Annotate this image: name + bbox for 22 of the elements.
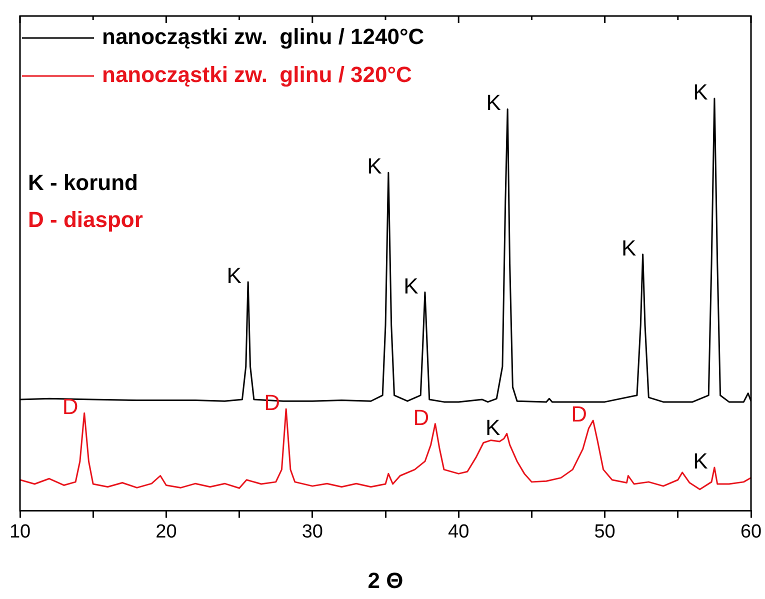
x-tick-label: 10 [9, 521, 31, 542]
annotation: K [226, 263, 242, 288]
x-axis-title: 2 Θ [368, 568, 404, 593]
annotation: K [693, 448, 708, 474]
annotation: D [413, 404, 430, 430]
annotation: K [367, 154, 382, 179]
annotation: D - diaspor [28, 207, 144, 232]
annotation: K [693, 80, 708, 105]
annotation: K [621, 235, 636, 260]
legend-label: nanocząstki zw. glinu / 320°C [102, 62, 412, 88]
x-tick-label: 60 [740, 521, 762, 542]
x-tick-label: 30 [302, 521, 323, 542]
annotation: D [571, 402, 588, 427]
annotation: D [62, 394, 78, 420]
annotation: K [486, 414, 500, 440]
x-tick-label: 50 [594, 521, 616, 542]
annotation: K [404, 273, 419, 298]
annotation: K [486, 90, 502, 116]
legend-label: nanocząstki zw. glinu / 1240°C [102, 24, 424, 50]
x-tick-label: 40 [448, 521, 470, 542]
x-tick-label: 20 [156, 521, 177, 542]
annotation: K - korund [28, 170, 138, 196]
